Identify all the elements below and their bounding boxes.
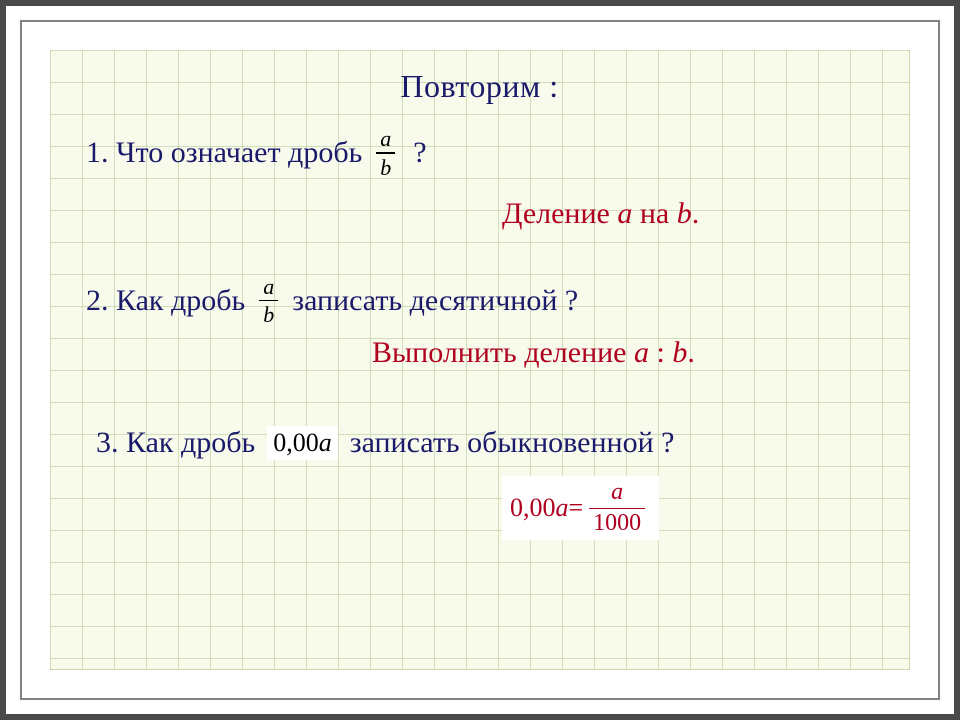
ans2-post: . [687,336,695,369]
ans1-post: . [692,197,700,230]
ans3-frac-num: a [607,480,627,505]
ans1-mid: на [632,197,676,230]
q1-frac-den: b [376,156,395,179]
q1-frac-num: a [376,127,395,150]
ans2-b: b [672,336,687,369]
fraction-icon: a b [259,275,278,327]
ans3-expr: 0,00a = a 1000 [502,476,659,540]
q1-suffix: ? [413,136,426,170]
q3-lhs-num: 0,00 [273,428,319,457]
q2-frac-den: b [259,303,278,326]
ans3-lhs-var: a [556,493,569,523]
slide-title: Повторим : [82,68,877,105]
fraction-bar [259,300,278,302]
q3-suffix: записать обыкновенной ? [350,426,675,460]
fraction-bar [589,508,645,510]
fraction-icon: a 1000 [589,480,645,536]
ans3-frac-den: 1000 [589,511,645,536]
slide-content: Повторим : 1. Что означает дробь a b ? Д… [50,50,909,669]
ans3-eq: = [569,493,584,523]
q2-prefix: 2. Как дробь [86,284,245,318]
frame-inner: Повторим : 1. Что означает дробь a b ? Д… [20,20,940,700]
question-3: 3. Как дробь 0,00a записать обыкновенной… [96,426,877,460]
question-2: 2. Как дробь a b записать десятичной ? [86,275,877,327]
fraction-icon: a b [376,127,395,179]
answer-2: Выполнить деление a : b. [372,336,877,370]
grid-paper: Повторим : 1. Что означает дробь a b ? Д… [50,50,910,670]
q3-prefix: 3. Как дробь [96,426,255,460]
ans2-a: a [634,336,649,369]
q1-prefix: 1. Что означает дробь [86,136,362,170]
q2-frac-num: a [259,275,278,298]
ans1-a: a [617,197,632,230]
frame-outer: Повторим : 1. Что означает дробь a b ? Д… [0,0,960,720]
q2-suffix: записать десятичной ? [292,284,578,318]
ans2-pre: Выполнить деление [372,336,634,369]
fraction-bar [376,152,395,154]
question-1: 1. Что означает дробь a b ? [86,127,877,179]
answer-1: Деление a на b. [502,197,877,231]
ans1-pre: Деление [502,197,617,230]
answer-3: 0,00a = a 1000 [502,476,877,540]
ans2-op: : [649,336,672,369]
q3-lhs-var: a [319,428,332,457]
q3-expr: 0,00a [267,426,338,460]
ans3-lhs-num: 0,00 [510,493,556,523]
ans1-b: b [677,197,692,230]
